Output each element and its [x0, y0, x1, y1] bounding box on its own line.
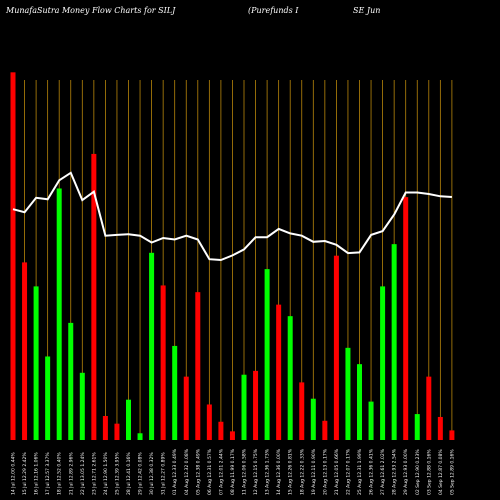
bar: [322, 420, 328, 440]
x-tick-label: 18 Jul 12.52 0.40%: [57, 452, 63, 495]
bar: [414, 414, 420, 440]
bar: [10, 72, 16, 440]
x-tick-label: 08 Aug 11.99 0.17%: [230, 448, 236, 495]
x-tick-label: 02 Sep 12.90 0.23%: [415, 449, 421, 495]
x-tick-label: 28 Aug 12.93 2.54%: [392, 448, 398, 495]
bar: [403, 197, 409, 440]
x-tick-label: 24 Jul 12.90 1.50%: [103, 452, 109, 495]
line-layer: [12, 171, 452, 262]
x-tick-label: 03 Sep 12.88 0.16%: [426, 449, 432, 495]
x-tick-label: 05 Aug 12.38 0.49%: [195, 448, 201, 495]
chart-title: MunafaSutra Money Flow Charts for SILJ: [5, 6, 176, 15]
bar: [253, 370, 259, 440]
x-tick-label: 23 Jul 12.71 2.61%: [91, 452, 97, 495]
x-tick-label: 06 Aug 12.31 0.57%: [207, 448, 213, 495]
grid-layer: [12, 80, 453, 440]
bar: [310, 398, 316, 440]
x-tick-label: 19 Aug 12.11 0.90%: [311, 448, 317, 495]
bar: [114, 423, 120, 440]
x-tick-label: 17 Jul 12.57 3.37%: [45, 452, 51, 495]
x-tick-label: 20 Aug 12.13 0.17%: [322, 448, 328, 495]
tick-layer: 14 Jul 12.00 0.44% 15 Jul 12.29 2.42% 16 J…: [11, 448, 456, 495]
bar: [126, 399, 131, 440]
bar: [276, 304, 282, 440]
x-tick-label: 18 Aug 12.22 0.33%: [299, 448, 305, 495]
bar: [299, 382, 305, 440]
bar: [206, 404, 212, 440]
bar: [33, 286, 39, 440]
bar: [391, 244, 397, 440]
bar: [79, 372, 85, 440]
bar: [357, 364, 362, 440]
x-tick-label: 04 Aug 12.32 0.08%: [184, 448, 190, 495]
bar: [45, 356, 51, 440]
bar: [368, 401, 374, 440]
x-tick-label: 13 Aug 12.36 1.73%: [265, 448, 271, 495]
bar: [437, 416, 443, 440]
x-tick-label: 07 Aug 12.01 2.44%: [218, 448, 224, 495]
x-tick-label: 04 Sep 12.87 0.08%: [438, 449, 444, 495]
x-tick-label: 14 Aug 12.36 0.00%: [276, 448, 282, 495]
x-tick-label: 31 Jul 12.27 0.89%: [161, 452, 167, 495]
x-tick-label: 29 Aug 12.93 0.00%: [403, 448, 409, 495]
bar-layer: [10, 72, 455, 441]
bar: [149, 252, 155, 440]
x-tick-label: 15 Aug 12.26 0.81%: [288, 448, 294, 495]
bar: [172, 345, 178, 440]
x-tick-label: 12 Aug 12.15 0.75%: [253, 448, 259, 495]
x-tick-label: 21 Jul 12.89 2.96%: [68, 452, 74, 495]
bar: [345, 347, 351, 440]
bar: [426, 376, 432, 440]
x-tick-label: 25 Jul 12.39 3.95%: [114, 452, 120, 495]
bar: [380, 286, 386, 440]
bar: [218, 421, 224, 440]
bar: [195, 292, 201, 440]
x-tick-label: 16 Jul 12.16 1.06%: [34, 452, 40, 495]
x-tick-label: 21 Aug 12.05 0.66%: [334, 448, 340, 495]
price-line: [12, 171, 452, 262]
bar: [333, 255, 339, 440]
x-tick-label: 28 Jul 12.41 0.16%: [126, 452, 132, 495]
bar: [241, 374, 247, 440]
x-tick-label: 22 Jul 13.05 1.24%: [80, 452, 86, 495]
bar: [264, 269, 270, 440]
bar: [22, 262, 28, 440]
bar: [160, 285, 166, 440]
bar: [137, 433, 143, 440]
chart-subtitle-tail: SE Jun: [353, 6, 380, 15]
x-tick-label: 25 Aug 12.31 1.99%: [357, 448, 363, 495]
x-tick-label: 01 Aug 12.33 0.49%: [172, 448, 178, 495]
bar: [91, 153, 97, 441]
x-tick-label: 27 Aug 12.61 2.02%: [380, 448, 386, 495]
bar: [68, 322, 74, 440]
bar: [102, 416, 108, 440]
x-tick-label: 14 Jul 12.00 0.44%: [11, 452, 17, 495]
x-tick-label: 26 Aug 12.36 0.41%: [369, 448, 375, 495]
x-tick-label: 15 Jul 12.29 2.42%: [22, 452, 28, 495]
bar: [56, 188, 62, 440]
x-tick-label: 30 Jul 12.38 0.32%: [149, 452, 155, 495]
bar: [229, 431, 235, 440]
x-tick-label: 22 Aug 12.07 0.17%: [345, 448, 351, 495]
x-tick-label: 29 Jul 12.42 0.08%: [138, 452, 144, 495]
x-tick-label: 05 Sep 12.89 0.16%: [449, 449, 455, 495]
x-tick-label: 11 Aug 12.06 0.58%: [242, 448, 248, 495]
bar: [449, 430, 455, 440]
chart-subtitle: (Purefunds I: [248, 6, 299, 15]
bar: [287, 316, 293, 440]
bar: [183, 376, 189, 440]
